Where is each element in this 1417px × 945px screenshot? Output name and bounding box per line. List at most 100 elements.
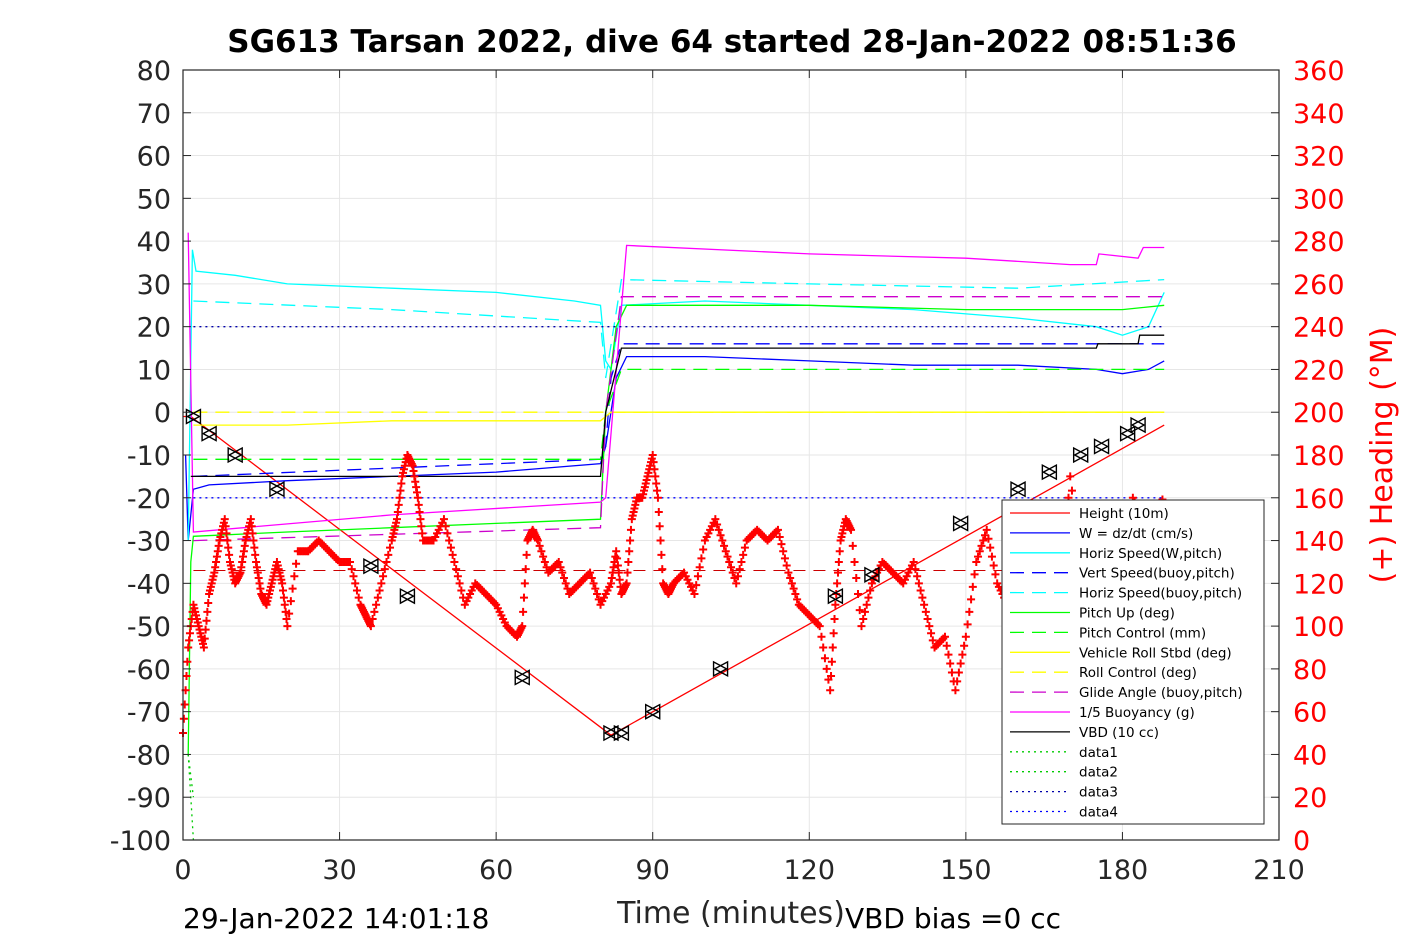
right-y-tick-label: 240	[1293, 313, 1345, 344]
heading-point	[727, 563, 735, 572]
heading-point	[179, 714, 188, 723]
turn-marker-left	[1094, 438, 1110, 455]
heading-point	[368, 614, 377, 623]
heading-point	[733, 572, 742, 581]
heading-point	[521, 565, 530, 574]
turn-marker-left	[227, 446, 243, 464]
x-tick-label: 30	[322, 855, 356, 886]
legend-label: Glide Angle (buoy,pitch)	[1079, 685, 1243, 701]
heading-point	[947, 668, 956, 677]
right-y-tick-label: 200	[1293, 398, 1345, 429]
x-tick-label: 60	[479, 855, 513, 886]
heading-point	[828, 643, 837, 652]
heading-point	[656, 536, 665, 545]
heading-point	[448, 550, 457, 559]
right-y-tick-label: 60	[1293, 698, 1327, 729]
heading-point	[775, 532, 784, 541]
right-y-tick-label: 120	[1293, 569, 1345, 600]
heading-point	[725, 557, 734, 566]
heading-point	[251, 550, 260, 559]
heading-point	[977, 541, 986, 550]
heading-point	[224, 543, 233, 552]
heading-point	[554, 557, 563, 566]
heading-point	[416, 515, 425, 524]
heading-point	[921, 607, 930, 616]
right-y-tick-label: 320	[1293, 142, 1345, 173]
heading-point	[740, 543, 749, 552]
heading-point	[989, 561, 998, 570]
heading-point	[984, 534, 993, 543]
heading-point	[520, 579, 529, 588]
heading-point	[833, 568, 842, 577]
heading-point	[834, 557, 843, 566]
heading-point	[739, 550, 748, 559]
heading-point	[862, 600, 871, 609]
legend-label: data1	[1079, 745, 1118, 761]
y-tick-label: 80	[137, 56, 171, 87]
heading-point	[714, 525, 723, 534]
heading-point	[393, 508, 402, 517]
legend-label: W = dz/dt (cm/s)	[1079, 526, 1193, 542]
heading-point	[352, 586, 361, 595]
heading-point	[780, 554, 789, 563]
heading-point	[247, 522, 256, 531]
heading-point	[452, 565, 461, 574]
heading-point	[346, 557, 355, 566]
heading-point	[535, 541, 544, 550]
y-tick-label: -80	[127, 740, 171, 771]
y-tick-label: 70	[137, 99, 171, 130]
heading-point	[288, 584, 297, 593]
heading-point	[612, 547, 621, 556]
heading-point	[202, 616, 211, 625]
heading-point	[852, 573, 861, 582]
heading-point	[718, 536, 727, 545]
heading-point	[716, 531, 725, 540]
heading-point	[380, 565, 389, 574]
y-tick-label: 60	[137, 142, 171, 173]
heading-point	[587, 573, 596, 582]
heading-point	[183, 657, 192, 666]
heading-point	[397, 479, 406, 488]
heading-point	[859, 614, 868, 623]
heading-point	[221, 522, 230, 531]
heading-point	[789, 584, 798, 593]
heading-point	[866, 586, 875, 595]
legend-label: 1/5 Buoyancy (g)	[1079, 705, 1195, 721]
y-tick-label: 40	[137, 227, 171, 258]
heading-point	[920, 600, 929, 609]
heading-point	[735, 565, 744, 574]
turn-marker-left	[399, 587, 416, 605]
x-tick-label: 150	[940, 855, 992, 886]
turn-marker-left	[185, 408, 202, 425]
heading-point	[347, 565, 356, 574]
right-y-tick-label: 340	[1293, 99, 1345, 130]
heading-point	[720, 541, 729, 550]
heading-point	[519, 607, 528, 616]
heading-point	[817, 632, 826, 641]
heading-point	[626, 536, 635, 545]
heading-point	[782, 561, 791, 570]
y-tick-label: -90	[127, 783, 171, 814]
legend-label: data2	[1079, 765, 1118, 781]
heading-point	[561, 579, 570, 588]
right-y-tick-label: 280	[1293, 227, 1345, 258]
heading-point	[913, 572, 922, 581]
heading-point	[658, 565, 667, 574]
heading-point	[1066, 472, 1075, 481]
right-y-tick-label: 0	[1293, 826, 1310, 857]
turn-marker-left	[864, 566, 880, 583]
heading-point	[829, 629, 838, 638]
right-y-tick-label: 20	[1293, 783, 1327, 814]
series-line-glide-angle-buoy-pitch	[193, 296, 1165, 542]
heading-point	[991, 570, 1000, 579]
heading-point	[445, 536, 454, 545]
heading-point	[927, 629, 936, 638]
heading-point	[220, 515, 229, 524]
right-y-tick-label: 300	[1293, 184, 1345, 215]
heading-point	[693, 572, 702, 581]
heading-point	[911, 565, 920, 574]
heading-point	[615, 575, 624, 584]
heading-point	[522, 550, 531, 559]
heading-point	[199, 643, 208, 652]
heading-point	[972, 557, 981, 566]
